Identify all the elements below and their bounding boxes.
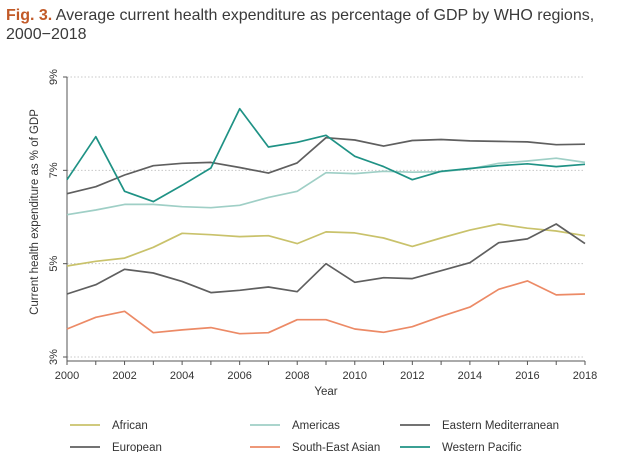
legend: African Americas Eastern Mediterranean Euro… xyxy=(70,420,559,452)
y-tick-labels: 3% 5% 7% 9% xyxy=(48,69,60,365)
series-line-european xyxy=(66,223,586,295)
x-tick-label-2008: 2008 xyxy=(285,370,309,382)
x-tick-label-2006: 2006 xyxy=(227,370,251,382)
legend-label-western-pacific: Western Pacific xyxy=(442,442,522,452)
y-axis-title: Current health expenditure as % of GDP xyxy=(29,109,41,315)
line-chart: 3% 5% 7% 9% 2000 2002 2004 2006 2008 2010 2012 201… xyxy=(29,69,597,452)
y-tick-label-5: 5% xyxy=(48,256,60,272)
x-axis-title: Year xyxy=(314,386,337,398)
x-tick-label-2004: 2004 xyxy=(170,370,194,382)
gridlines xyxy=(67,76,585,358)
y-tick-label-3: 3% xyxy=(48,349,60,365)
series-line-americas xyxy=(66,157,586,216)
figure-title: Average current health expenditure as pe… xyxy=(6,7,595,43)
figure-label: Fig. 3. xyxy=(6,7,53,24)
legend-label-african: African xyxy=(112,420,148,432)
series-line-western-pacific xyxy=(66,107,586,203)
legend-label-eastern-mediterranean: Eastern Mediterranean xyxy=(442,420,559,432)
x-tick-label-2000: 2000 xyxy=(55,370,79,382)
x-tick-label-2014: 2014 xyxy=(458,370,482,382)
x-tick-label-2016: 2016 xyxy=(515,370,539,382)
y-tick-label-7: 7% xyxy=(48,162,60,178)
series-line-eastern-mediterranean xyxy=(66,136,586,195)
y-tick-label-9: 9% xyxy=(48,69,60,85)
x-tick-label-2002: 2002 xyxy=(112,370,136,382)
legend-label-south-east-asian: South-East Asian xyxy=(292,442,380,452)
series-line-south-east-asian xyxy=(66,280,586,335)
axes xyxy=(63,76,586,365)
series-line-african xyxy=(66,223,586,267)
x-tick-labels: 2000 2002 2004 2006 2008 2010 2012 2014 2016 2018 xyxy=(55,370,597,382)
legend-label-americas: Americas xyxy=(292,420,340,432)
legend-label-european: European xyxy=(112,442,162,452)
x-tick-label-2018: 2018 xyxy=(573,370,597,382)
series-lines xyxy=(66,107,586,335)
x-tick-label-2012: 2012 xyxy=(400,370,424,382)
chart-title: Fig. 3. Average current health expenditu… xyxy=(6,6,618,44)
x-tick-label-2010: 2010 xyxy=(343,370,367,382)
